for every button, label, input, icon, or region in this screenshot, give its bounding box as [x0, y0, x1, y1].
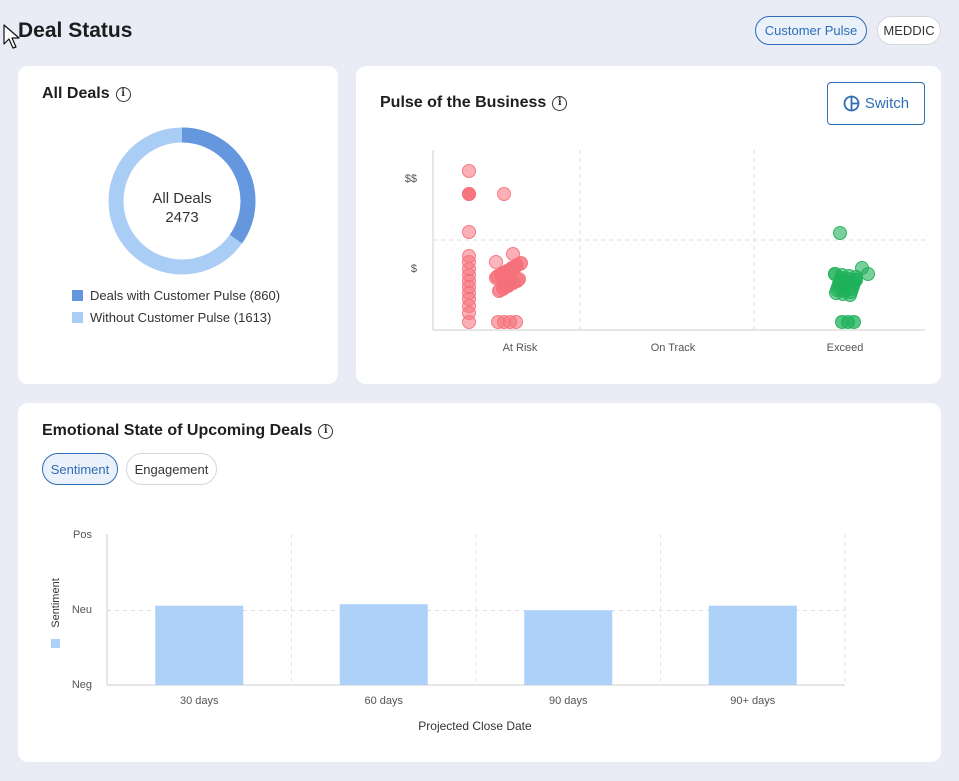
bar[interactable]: [155, 605, 244, 685]
pulse-of-business-card: Pulse of the Business i Switch $$ $ At R…: [356, 66, 941, 384]
meddic-toggle-button[interactable]: MEDDIC: [877, 16, 941, 45]
y-tick-label: Neu: [72, 604, 92, 616]
x-tick-label: 30 days: [180, 695, 219, 707]
all-deals-title: All Deals i: [42, 85, 131, 103]
legend-swatch-without-pulse: [72, 312, 83, 323]
scatter-point[interactable]: [462, 315, 476, 329]
all-deals-title-text: All Deals: [42, 85, 110, 102]
pulse-title-text: Pulse of the Business: [380, 94, 547, 111]
all-deals-donut-chart: [108, 127, 256, 275]
scatter-point[interactable]: [849, 273, 863, 287]
scatter-point[interactable]: [510, 274, 524, 288]
x-tick-label: At Risk: [503, 342, 538, 354]
scatter-point[interactable]: [462, 225, 476, 239]
x-tick-label: On Track: [651, 342, 696, 354]
pie-chart-icon: [843, 95, 860, 112]
scatter-point[interactable]: [489, 255, 503, 269]
legend-with-pulse-label: Deals with Customer Pulse (860): [90, 288, 281, 303]
pulse-title: Pulse of the Business i: [380, 94, 568, 112]
donut-center-title: All Deals: [152, 190, 212, 207]
donut-center-label: All Deals 2473: [132, 189, 232, 227]
y-legend-swatch: [51, 639, 60, 648]
scatter-point[interactable]: [503, 263, 517, 277]
y-tick-label: Pos: [73, 529, 92, 541]
y-axis-label: Sentiment: [50, 578, 62, 628]
scatter-point[interactable]: [462, 187, 476, 201]
scatter-point[interactable]: [833, 226, 847, 240]
legend-without-pulse-label: Without Customer Pulse (1613): [90, 310, 272, 325]
scatter-point[interactable]: [861, 267, 875, 281]
y-tick-label: $: [411, 263, 417, 275]
donut-with-pulse-segment[interactable]: [181, 127, 256, 244]
scatter-point[interactable]: [497, 187, 511, 201]
page-title: Deal Status: [18, 19, 133, 42]
emotional-title: Emotional State of Upcoming Deals i: [42, 422, 334, 440]
tab-engagement[interactable]: Engagement: [126, 453, 217, 485]
emotional-title-text: Emotional State of Upcoming Deals: [42, 422, 313, 439]
scatter-point[interactable]: [509, 315, 523, 329]
x-tick-label: 90+ days: [730, 695, 775, 707]
y-tick-label: Neg: [72, 679, 92, 691]
switch-button[interactable]: Switch: [827, 82, 925, 125]
legend-with-pulse: Deals with Customer Pulse (860): [72, 288, 280, 303]
legend-swatch-with-pulse: [72, 290, 83, 301]
bar[interactable]: [339, 604, 428, 685]
bar[interactable]: [524, 610, 613, 685]
scatter-point[interactable]: [496, 282, 510, 296]
x-tick-label: 90 days: [549, 695, 588, 707]
customer-pulse-toggle-button[interactable]: Customer Pulse: [755, 16, 867, 45]
pulse-scatter-plot: $$ $ At Risk On Track Exceed: [405, 150, 925, 354]
x-axis-label: Projected Close Date: [418, 719, 532, 733]
sentiment-bar-chart: Pos Neu Neg Sentiment Projected Close Da…: [50, 529, 846, 733]
x-tick-label: Exceed: [827, 342, 864, 354]
mouse-cursor-icon: [3, 24, 20, 49]
tab-sentiment[interactable]: Sentiment: [42, 453, 118, 485]
scatter-point[interactable]: [462, 164, 476, 178]
y-tick-label: $$: [405, 173, 417, 185]
switch-button-label: Switch: [864, 95, 910, 112]
scatter-point[interactable]: [847, 315, 861, 329]
donut-center-value: 2473: [165, 209, 199, 226]
info-icon[interactable]: i: [115, 86, 131, 102]
legend-without-pulse: Without Customer Pulse (1613): [72, 310, 271, 325]
info-icon[interactable]: i: [318, 423, 334, 439]
all-deals-card: All Deals i All Deals 2473 Deals with Cu…: [18, 66, 338, 384]
emotional-state-card: Emotional State of Upcoming Deals i Sent…: [18, 403, 941, 762]
x-tick-label: 60 days: [364, 695, 403, 707]
info-icon[interactable]: i: [552, 95, 568, 111]
scatter-point[interactable]: [489, 271, 503, 285]
bar[interactable]: [708, 605, 797, 685]
scatter-point[interactable]: [833, 274, 847, 288]
